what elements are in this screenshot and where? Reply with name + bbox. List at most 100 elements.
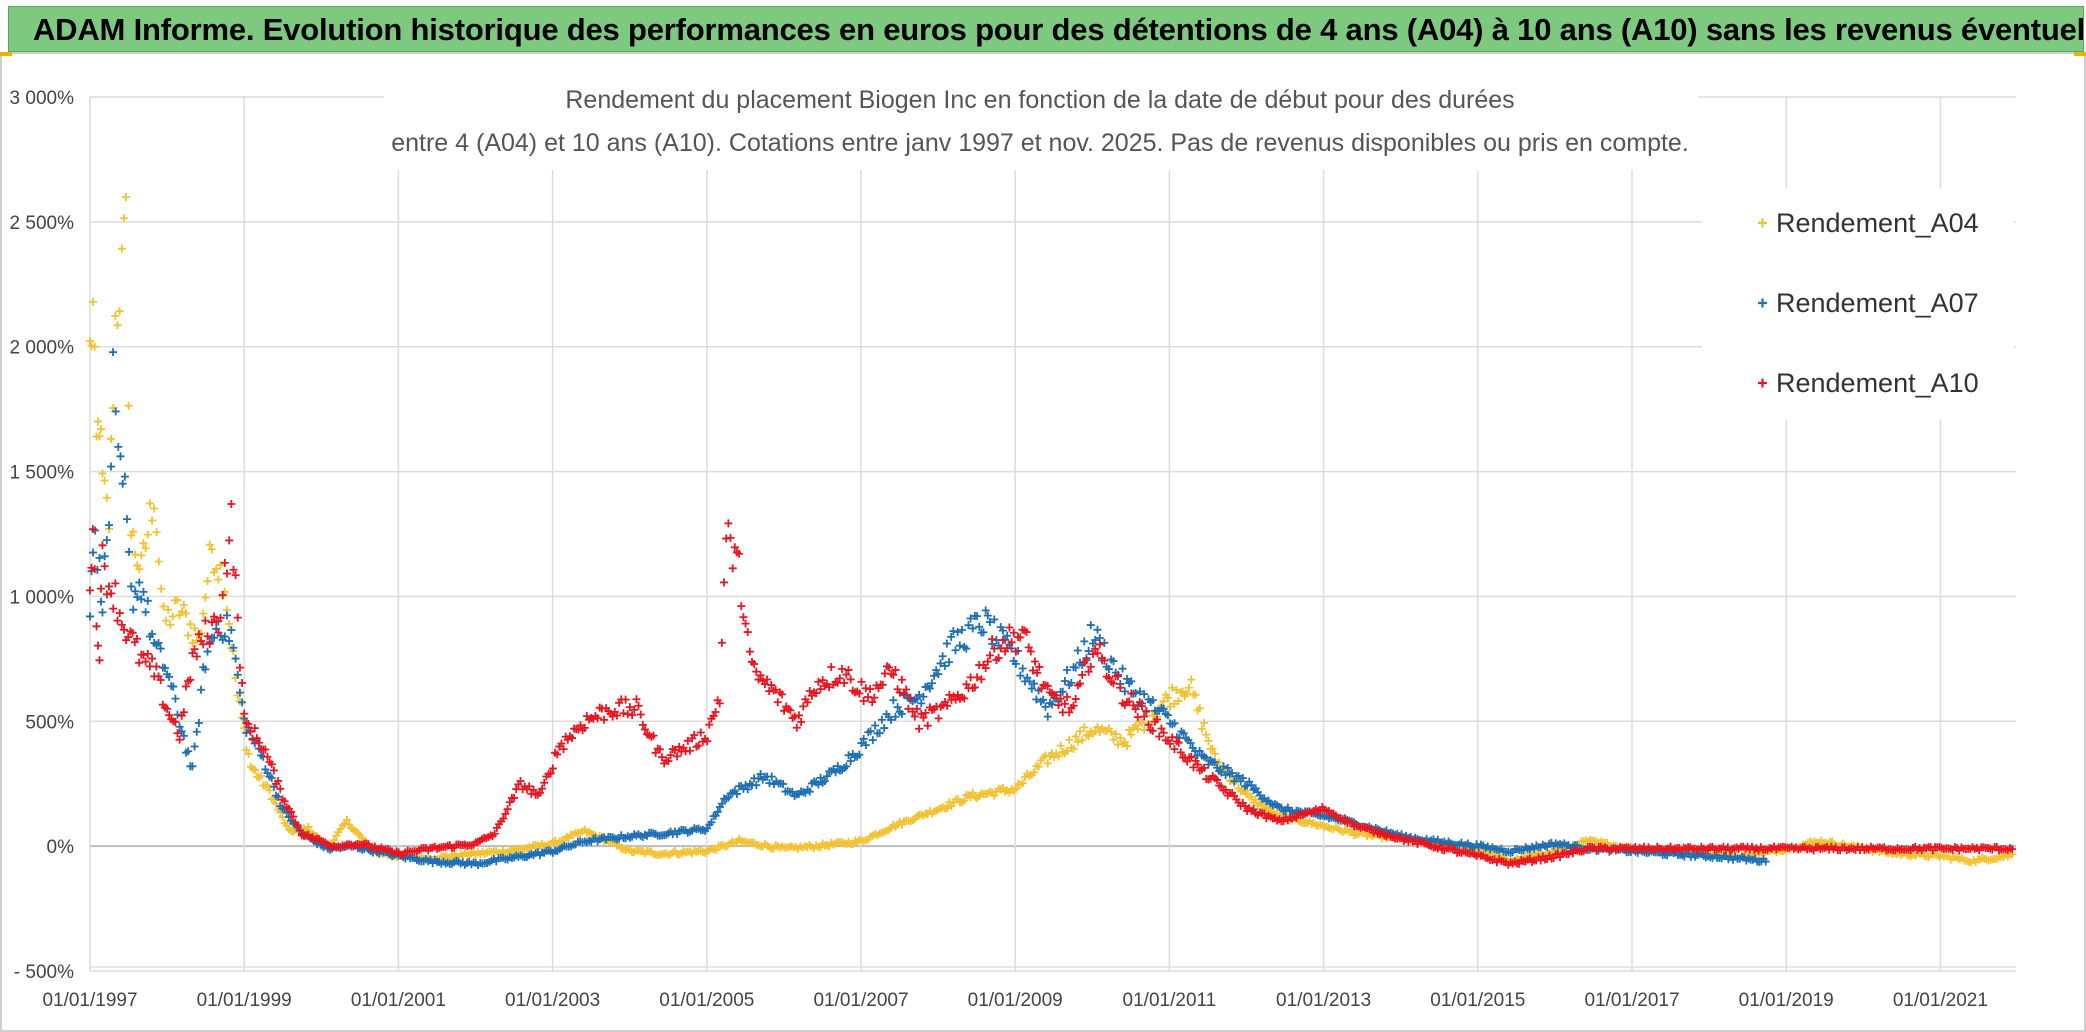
data-point (1127, 689, 1136, 698)
data-point (1168, 733, 1177, 742)
data-point (1071, 732, 1080, 741)
data-point (1138, 702, 1147, 711)
data-point (696, 728, 705, 737)
data-point (1091, 644, 1100, 653)
data-point (1088, 650, 1097, 659)
data-point (1221, 785, 1230, 794)
data-point (973, 612, 982, 621)
data-point (1249, 805, 1258, 814)
data-point (767, 772, 776, 781)
data-point (179, 731, 188, 740)
data-point (1071, 695, 1080, 704)
data-point (651, 748, 660, 757)
data-point (968, 788, 977, 797)
data-point (718, 799, 727, 808)
data-point (812, 689, 821, 698)
data-point (1174, 738, 1183, 747)
data-point (970, 683, 979, 692)
data-point (233, 613, 242, 622)
data-point (870, 693, 879, 702)
data-point (792, 723, 801, 732)
data-point (1086, 621, 1095, 630)
data-point (248, 735, 257, 744)
data-point (1182, 689, 1191, 698)
data-point (214, 575, 223, 584)
data-point (752, 781, 761, 790)
data-point (1073, 646, 1082, 655)
data-point (203, 647, 212, 656)
y-tick-label: 2 500% (10, 213, 75, 234)
data-point (254, 738, 263, 747)
data-point (816, 685, 825, 694)
data-point (1016, 671, 1025, 680)
data-point (760, 680, 769, 689)
data-point (715, 699, 724, 708)
data-point (190, 624, 199, 633)
data-point (289, 812, 298, 821)
data-point (897, 709, 906, 718)
data-point (102, 536, 111, 545)
data-point (1082, 656, 1091, 665)
data-point (855, 689, 864, 698)
data-point (945, 690, 954, 699)
data-point (1179, 729, 1188, 738)
data-point (878, 680, 887, 689)
data-point (145, 499, 154, 508)
data-point (623, 710, 632, 719)
data-point (192, 652, 201, 661)
data-point (229, 643, 238, 652)
y-tick-label: 1 500% (10, 463, 75, 484)
data-point (269, 766, 278, 775)
data-point (1007, 638, 1016, 647)
data-point (1076, 727, 1085, 736)
data-point (915, 724, 924, 733)
data-point (1060, 699, 1069, 708)
data-point (1065, 708, 1074, 717)
data-point (1067, 678, 1076, 687)
data-point (548, 764, 557, 773)
data-point (342, 815, 351, 824)
data-point (1043, 759, 1052, 768)
data-point (919, 692, 928, 701)
data-point (966, 614, 975, 623)
data-point (125, 547, 134, 556)
data-point (915, 690, 924, 699)
data-point (1135, 698, 1144, 707)
data-point (1371, 825, 1380, 834)
data-point (1163, 711, 1172, 720)
data-point (752, 667, 761, 676)
data-point (157, 584, 166, 593)
data-point (981, 606, 990, 615)
data-point (735, 549, 744, 558)
data-point (1025, 677, 1034, 686)
x-tick-label: 01/01/2017 (1584, 990, 1679, 1011)
legend-label: Rendement_A07 (1776, 288, 1979, 318)
x-tick-label: 01/01/2019 (1739, 990, 1834, 1011)
data-point (1058, 687, 1067, 696)
data-point (608, 712, 617, 721)
data-point (868, 736, 877, 745)
data-point (163, 704, 172, 713)
data-point (779, 779, 788, 788)
data-point (1109, 735, 1118, 744)
data-point (885, 663, 894, 672)
data-point (102, 590, 111, 599)
data-point (263, 781, 272, 790)
data-point (1011, 647, 1020, 656)
data-point (272, 799, 281, 808)
data-point (265, 786, 274, 795)
data-point (923, 721, 932, 730)
data-point (833, 762, 842, 771)
data-point (510, 793, 519, 802)
title-banner: ADAM Informe. Evolution historique des p… (8, 6, 2086, 52)
x-tick-label: 01/01/1997 (42, 990, 137, 1011)
data-point (1118, 664, 1127, 673)
data-point (225, 619, 234, 628)
data-point (220, 632, 229, 641)
data-point (129, 527, 138, 536)
data-point (1018, 664, 1027, 673)
data-point (116, 452, 125, 461)
data-point (1202, 730, 1211, 739)
data-point (1005, 623, 1014, 632)
data-point (685, 746, 694, 755)
